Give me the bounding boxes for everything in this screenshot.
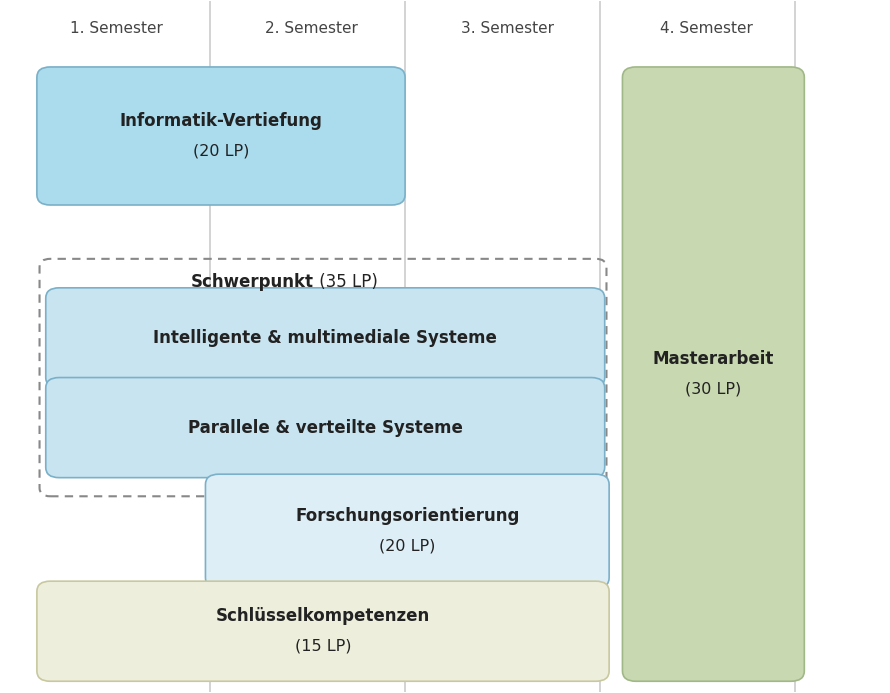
FancyBboxPatch shape (36, 581, 609, 681)
Text: Masterarbeit: Masterarbeit (652, 350, 774, 368)
FancyBboxPatch shape (36, 67, 405, 205)
FancyBboxPatch shape (622, 67, 805, 681)
Text: 1. Semester: 1. Semester (70, 21, 163, 37)
FancyBboxPatch shape (206, 474, 609, 588)
Text: Informatik-Vertiefung: Informatik-Vertiefung (119, 112, 322, 130)
FancyBboxPatch shape (45, 378, 604, 477)
Text: 3. Semester: 3. Semester (461, 21, 554, 37)
Text: Schlüsselkompetenzen: Schlüsselkompetenzen (216, 607, 430, 625)
Text: (15 LP): (15 LP) (295, 639, 352, 654)
Text: (30 LP): (30 LP) (685, 382, 741, 397)
Text: (20 LP): (20 LP) (379, 539, 435, 554)
Text: 4. Semester: 4. Semester (660, 21, 753, 37)
Text: Schwerpunkt: Schwerpunkt (191, 273, 314, 291)
Text: Parallele & verteilte Systeme: Parallele & verteilte Systeme (188, 419, 463, 437)
Text: 2. Semester: 2. Semester (265, 21, 359, 37)
FancyBboxPatch shape (45, 288, 604, 388)
Text: (20 LP): (20 LP) (193, 143, 249, 159)
Text: Intelligente & multimediale Systeme: Intelligente & multimediale Systeme (153, 329, 498, 347)
Text: (35 LP): (35 LP) (314, 273, 378, 291)
Text: Forschungsorientierung: Forschungsorientierung (295, 507, 520, 525)
